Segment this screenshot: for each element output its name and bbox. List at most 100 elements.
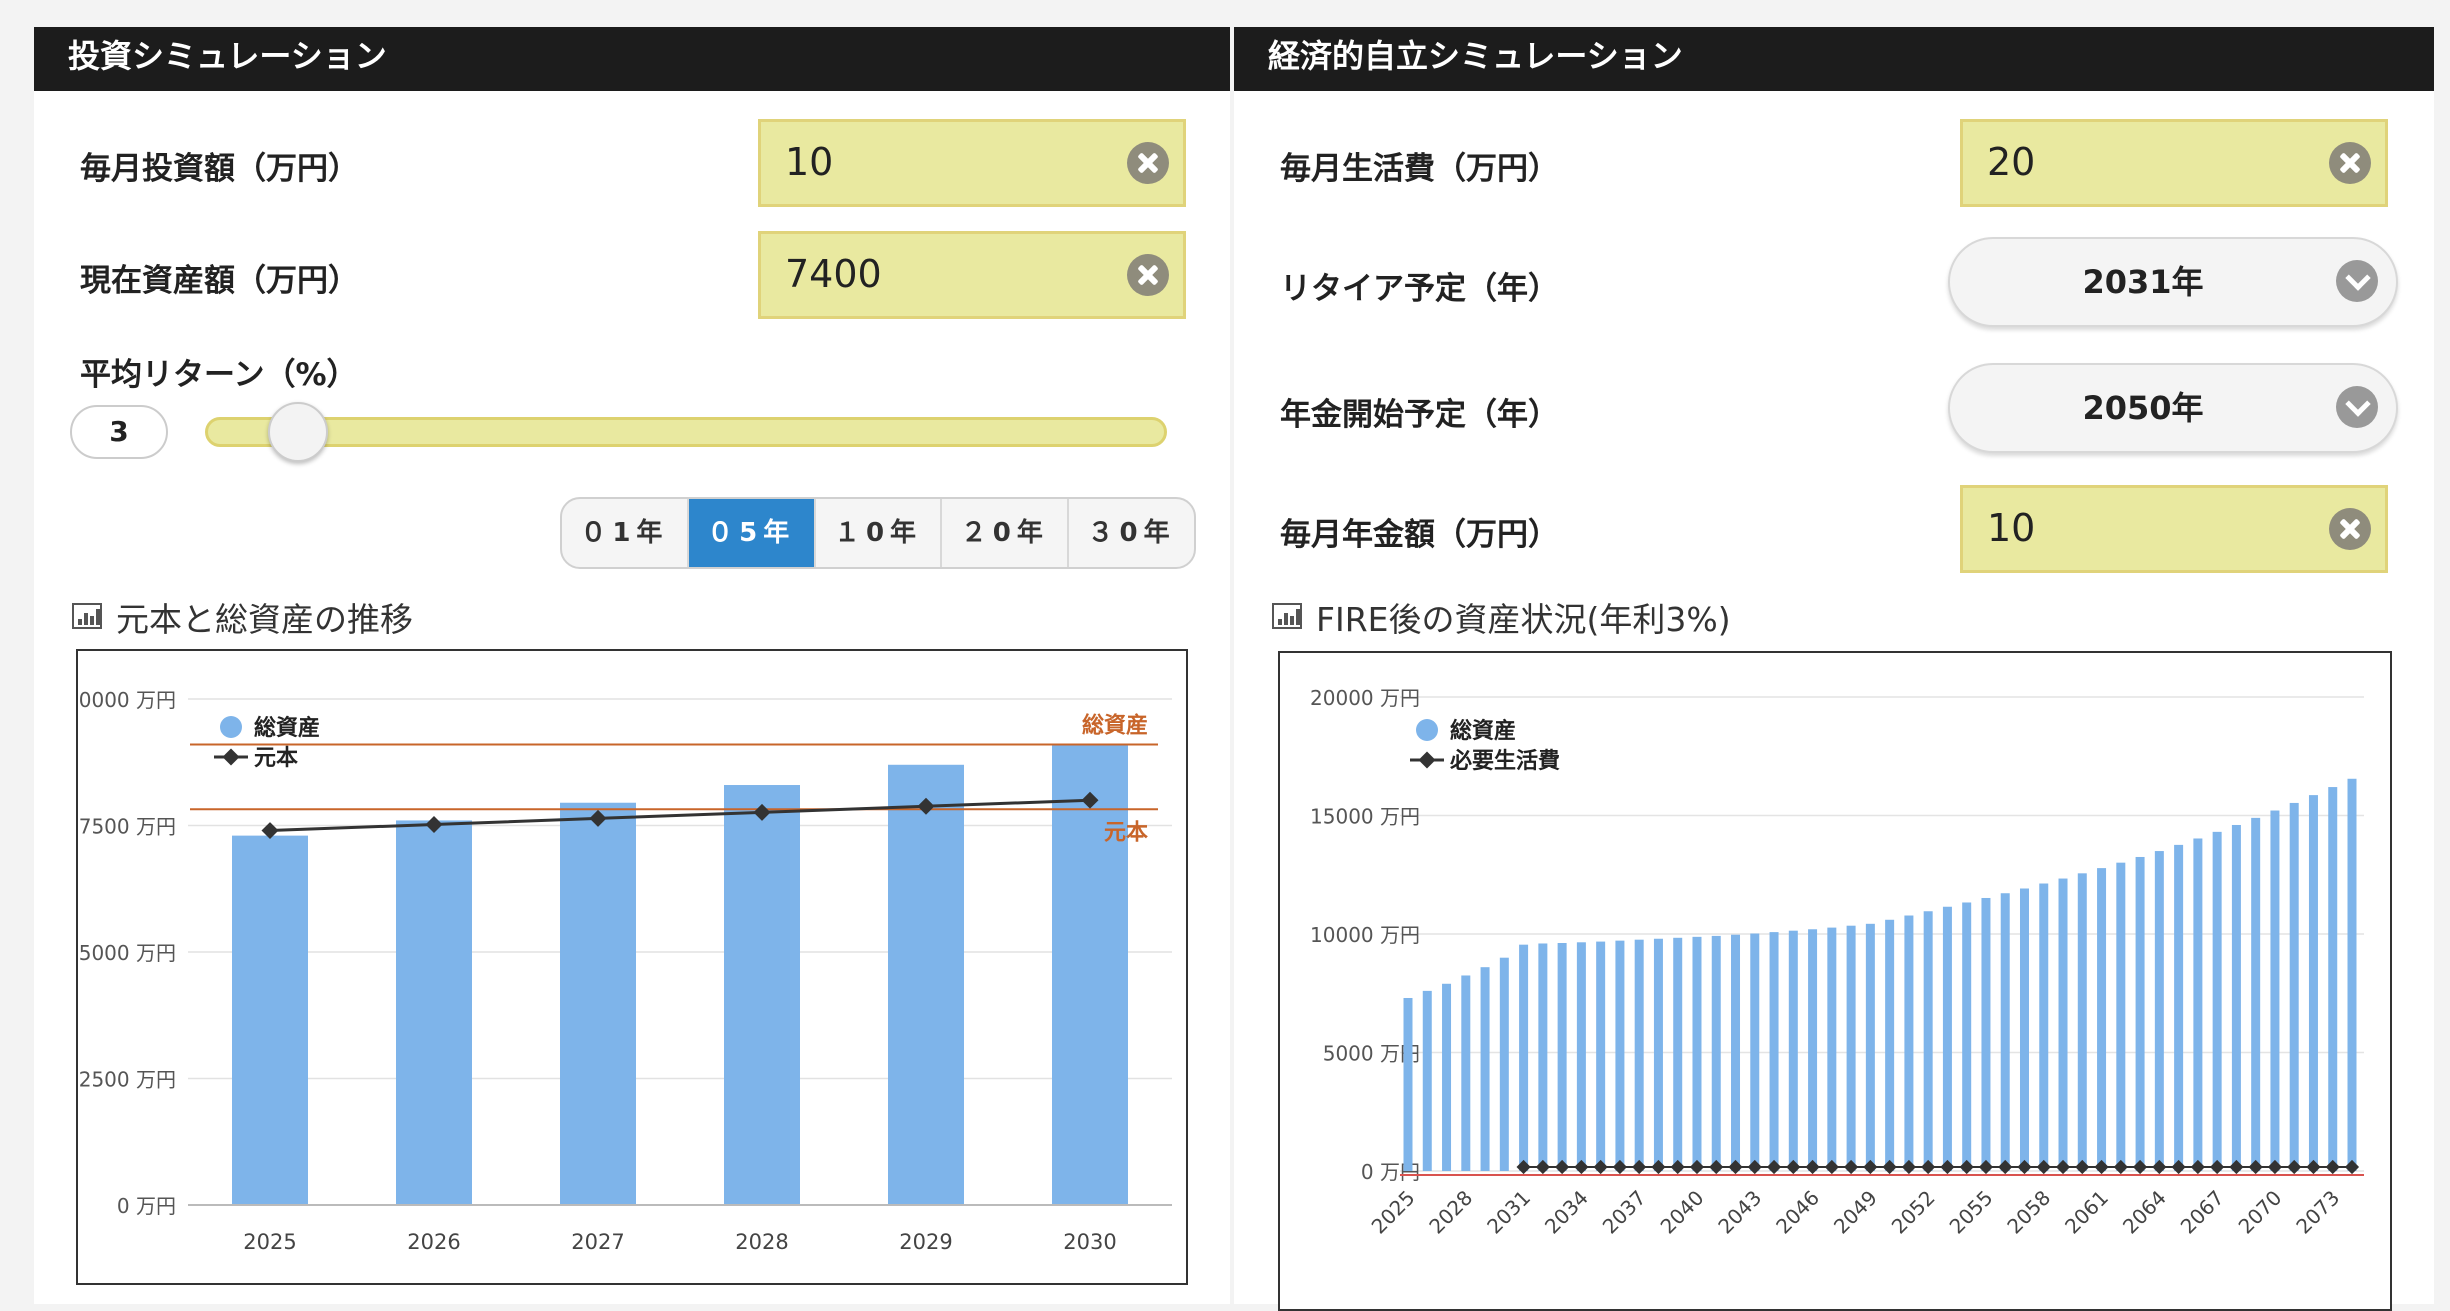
period-tab-1[interactable]: ０5年 (688, 499, 816, 567)
avg-return-slider[interactable] (205, 417, 1167, 447)
x-tick-label: 2030 (1063, 1230, 1116, 1254)
y-tick-label: 10000 万円 (78, 688, 176, 712)
bar (1480, 967, 1490, 1171)
period-tabs: ０1年 ０5年 １0年 ２0年 ３0年 (560, 497, 1196, 569)
bar (1865, 923, 1875, 1171)
reference-line-label: 元本 (1104, 820, 1148, 845)
current-assets-value: 7400 (785, 252, 882, 296)
clear-icon[interactable] (1127, 254, 1169, 296)
line-point (1689, 1159, 1705, 1175)
x-tick-label: 2037 (1598, 1186, 1651, 1239)
monthly-investment-input[interactable]: 10 (758, 119, 1186, 207)
bar (2077, 873, 2087, 1171)
chevron-down-icon (2336, 260, 2378, 302)
monthly-living-input[interactable]: 20 (1960, 119, 2388, 207)
bar (724, 785, 800, 1205)
monthly-investment-value: 10 (785, 140, 834, 184)
bar (2019, 888, 2029, 1171)
retire-year-label: リタイア予定（年） (1280, 271, 1559, 307)
x-tick-label: 2025 (1367, 1186, 1420, 1239)
period-tab-0[interactable]: ０1年 (562, 499, 689, 567)
clear-icon[interactable] (2329, 142, 2371, 184)
x-tick-label: 2049 (1829, 1186, 1882, 1239)
x-tick-label: 2046 (1771, 1186, 1824, 1239)
bar (2039, 883, 2049, 1171)
retire-year-select[interactable]: 2031年 (1948, 237, 2398, 327)
x-tick-label: 2055 (1945, 1186, 1998, 1239)
bar (2347, 778, 2357, 1171)
monthly-pension-input[interactable]: 10 (1960, 485, 2388, 573)
line-point (1709, 1159, 1724, 1175)
chart-icon (72, 603, 102, 629)
line-point (425, 816, 443, 833)
line-point (2229, 1159, 2244, 1175)
bar (2174, 844, 2184, 1171)
current-assets-input[interactable]: 7400 (758, 231, 1186, 319)
period-tab-2[interactable]: １0年 (816, 499, 943, 567)
y-tick-label: 0 万円 (117, 1194, 176, 1218)
legend-swatch-bar (220, 716, 242, 738)
line-point (917, 797, 935, 815)
fire-simulation-panel: 経済的自立シミュレーション 毎月生活費（万円） 20 リタイア予定（年） 203… (1234, 27, 2434, 1311)
clear-icon[interactable] (2329, 508, 2371, 550)
bar (1788, 930, 1798, 1171)
chart-icon (1272, 603, 1302, 629)
bar (2000, 893, 2010, 1171)
line-point (1516, 1159, 1531, 1175)
line-point (2094, 1159, 2109, 1175)
x-tick-label: 2070 (2234, 1186, 2287, 1239)
pension-start-select[interactable]: 2050年 (1948, 363, 2398, 453)
slider-handle[interactable] (268, 402, 329, 462)
line-point (1535, 1159, 1550, 1175)
investment-simulation-panel: 投資シミュレーション 毎月投資額（万円） 10 現在資産額（万円） 7400 平… (34, 27, 1230, 1304)
line-point (2190, 1159, 2205, 1175)
clear-icon[interactable] (1127, 142, 1169, 184)
left-chart-title: 元本と総資産の推移 (116, 600, 413, 639)
right-chart: 20000 万円 15000 万円 10000 万円 5000 万円 0 万円 2025 2… (1278, 651, 2392, 1311)
bar (1769, 932, 1779, 1171)
line-point (1593, 1159, 1608, 1175)
avg-return-value-box[interactable]: 3 (70, 405, 168, 459)
bar (1557, 943, 1567, 1171)
period-tab-3[interactable]: ２0年 (942, 499, 1070, 567)
y-tick-label: 10000 万円 (1310, 923, 1420, 947)
x-tick-label: 2031 (1482, 1186, 1535, 1239)
bar (1711, 935, 1721, 1171)
line-point (1940, 1159, 1955, 1175)
left-chart: 10000 万円 7500 万円 5000 万円 2500 万円 0 万円 2025 202… (66, 649, 1188, 1285)
bar (2193, 838, 2203, 1171)
x-tick-label: 2067 (2176, 1186, 2229, 1239)
line-point (1670, 1159, 1685, 1175)
period-tab-4[interactable]: ３0年 (1087, 518, 1176, 548)
x-tick-label: 2043 (1713, 1186, 1766, 1239)
bar (396, 820, 472, 1205)
x-tick-label: 2027 (571, 1230, 624, 1254)
line-point (1747, 1159, 1762, 1175)
fire-panel-title: 経済的自立シミュレーション (1234, 27, 2434, 91)
legend-label: 総資産 (254, 715, 320, 741)
line-point (1901, 1159, 1916, 1175)
legend-swatch-marker (1418, 751, 1436, 769)
x-tick-label: 2040 (1656, 1186, 1709, 1239)
line-point (2325, 1159, 2340, 1175)
line-point (1651, 1159, 1666, 1175)
line-point (1612, 1159, 1627, 1175)
y-tick-label: 7500 万円 (79, 815, 176, 839)
bar (2154, 851, 2164, 1171)
line-point (2306, 1159, 2321, 1175)
bar (1634, 939, 1644, 1171)
bar (2231, 824, 2241, 1171)
line-point (1921, 1159, 1936, 1175)
legend-swatch-marker (222, 748, 240, 766)
legend-swatch-bar (1416, 719, 1438, 741)
x-tick-label: 2028 (1424, 1186, 1477, 1239)
line-point (1824, 1159, 1839, 1175)
line-point (2055, 1159, 2071, 1175)
line-point (261, 822, 279, 840)
line-point (2210, 1159, 2225, 1175)
line-point (1632, 1159, 1647, 1175)
bar (2097, 868, 2107, 1171)
x-tick-label: 2058 (2002, 1186, 2055, 1239)
bar (2308, 795, 2318, 1171)
y-tick-label: 15000 万円 (1310, 805, 1420, 829)
